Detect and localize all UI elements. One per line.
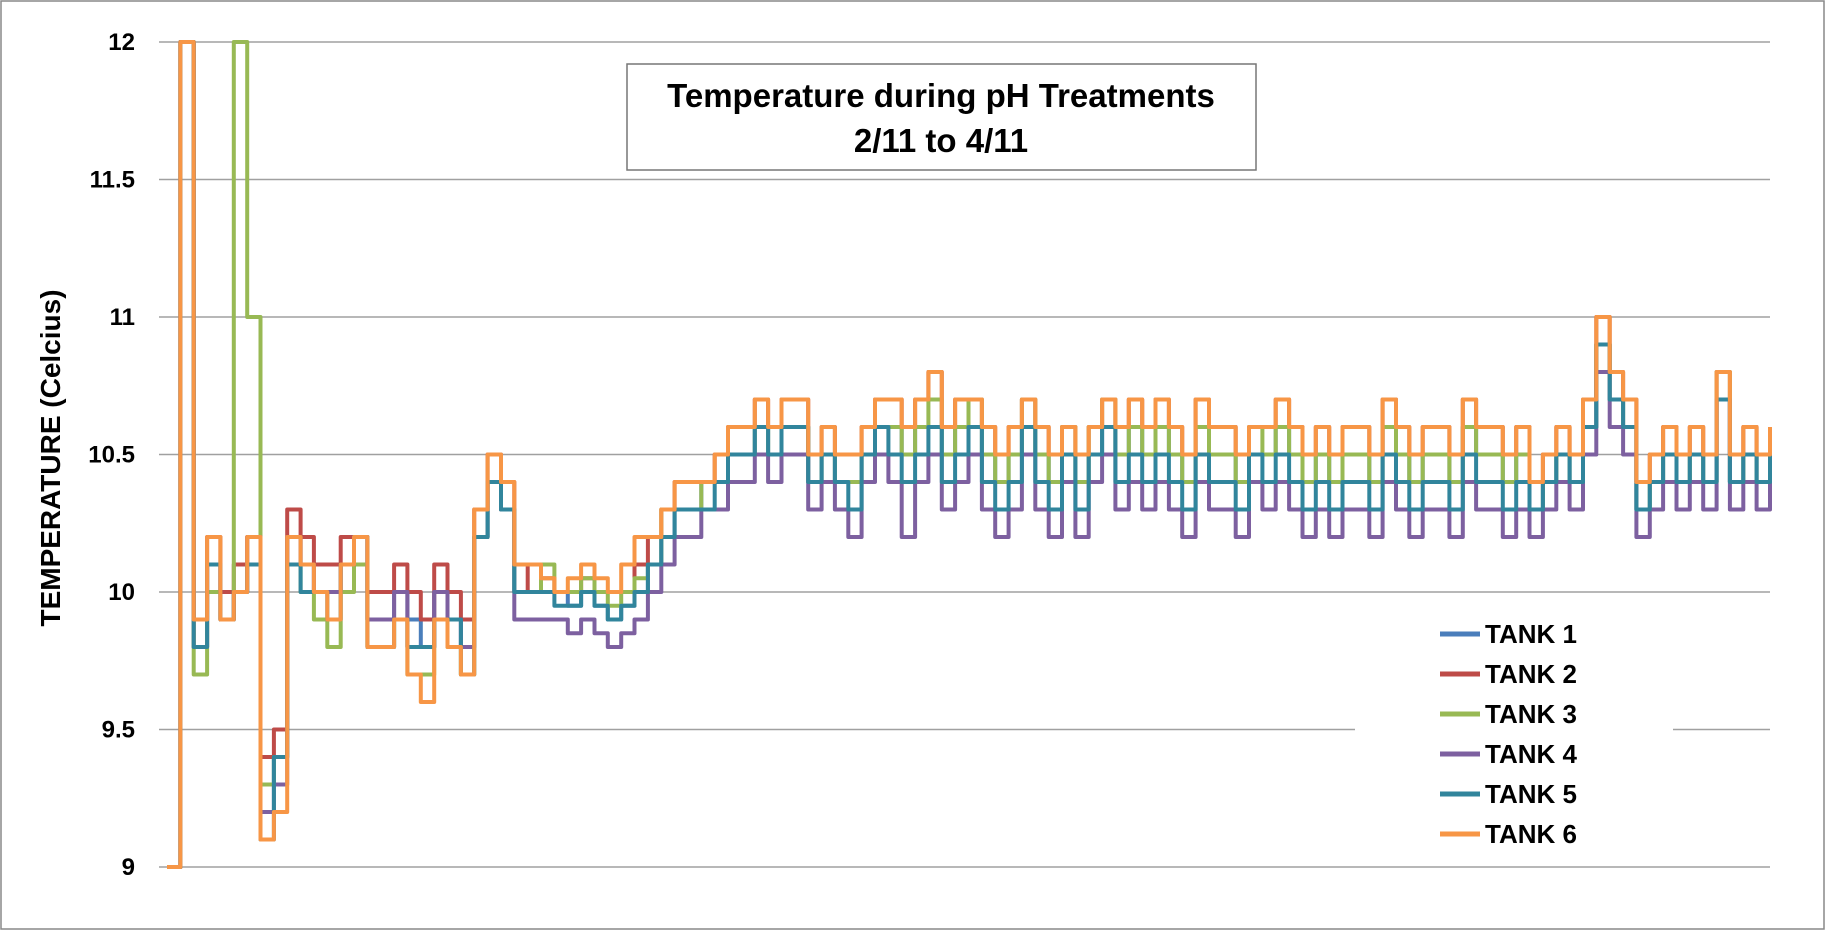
- chart-title-box: Temperature during pH Treatments 2/11 to…: [626, 63, 1257, 171]
- legend-background: [1355, 612, 1673, 860]
- legend-label-tank-5: TANK 5: [1485, 779, 1577, 809]
- legend: TANK 1 TANK 2 TANK 3 TANK 4 TANK 5 TANK 6: [1355, 612, 1673, 860]
- series-lines: [167, 40, 1772, 869]
- y-tick-label: 9.5: [102, 717, 135, 744]
- y-axis-title: TEMPERATURE (Celcius): [35, 289, 66, 626]
- y-tick-label: 11: [110, 304, 135, 331]
- legend-label-tank-1: TANK 1: [1485, 619, 1577, 649]
- y-tick-labels: 9 9.5 10 10.5 11 11.5 12: [88, 29, 135, 881]
- y-tick-label: 9: [122, 854, 135, 881]
- title-box-border: [626, 63, 1257, 171]
- legend-label-tank-2: TANK 2: [1485, 659, 1577, 689]
- series-line-tank-6: [167, 40, 1772, 869]
- y-tick-label: 10: [108, 579, 135, 606]
- y-tick-label: 11.5: [90, 167, 135, 194]
- legend-label-tank-4: TANK 4: [1485, 739, 1578, 769]
- legend-label-tank-3: TANK 3: [1485, 699, 1577, 729]
- y-tick-label: 12: [108, 29, 135, 56]
- legend-label-tank-6: TANK 6: [1485, 819, 1577, 849]
- chart-title: Temperature during pH Treatments: [667, 77, 1215, 114]
- chart-subtitle: 2/11 to 4/11: [854, 122, 1028, 159]
- y-tick-label: 10.5: [88, 442, 135, 469]
